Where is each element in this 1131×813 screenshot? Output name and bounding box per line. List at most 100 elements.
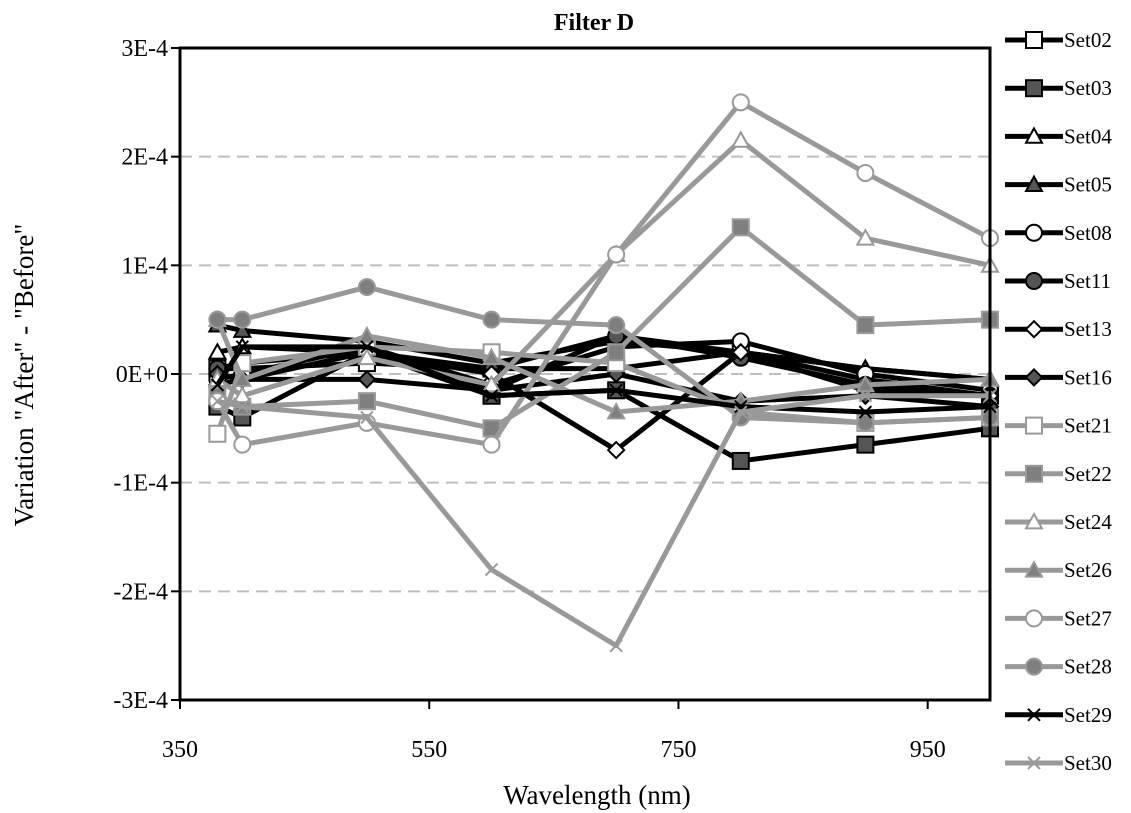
x-tick-label: 550 [411, 737, 447, 763]
data-point [734, 405, 748, 419]
data-point [235, 399, 250, 414]
data-point [609, 638, 623, 653]
series-line [215, 318, 991, 415]
data-point [208, 424, 227, 443]
legend-label: Set22 [1064, 462, 1112, 486]
legend-marker [1025, 657, 1043, 676]
legend-item: Set26 [1005, 558, 1112, 582]
data-point [606, 401, 626, 420]
data-point [856, 163, 875, 182]
data-point [731, 451, 750, 470]
data-point [484, 562, 499, 577]
series-line [216, 224, 991, 431]
data-point [232, 320, 253, 338]
data-point [731, 218, 750, 237]
legend-item: Set22 [1005, 462, 1112, 486]
y-tick-label: -3E-4 [113, 688, 168, 714]
data-point [481, 347, 502, 366]
legend-label: Set13 [1064, 317, 1112, 341]
data-point [357, 392, 376, 411]
data-point [856, 435, 875, 454]
x-axis-title: Wavelength (nm) [503, 780, 691, 810]
legend-label: Set28 [1064, 655, 1112, 679]
legend-item: Set03 [1005, 76, 1112, 100]
legend-marker [1024, 126, 1044, 144]
legend-label: Set27 [1064, 606, 1112, 630]
y-tick-label: -2E-4 [113, 579, 168, 605]
legend-label: Set08 [1064, 221, 1112, 245]
data-point [210, 378, 225, 392]
legend-marker [1024, 560, 1044, 578]
legend-item: Set13 [1005, 317, 1112, 341]
y-tick-label: -1E-4 [113, 471, 168, 497]
legend-marker [1024, 367, 1044, 387]
data-point [482, 435, 501, 454]
data-point [606, 440, 626, 460]
legend: Set02 Set03 Set04 Set05 Set08 Set11 Set13 Set16… [1005, 28, 1112, 775]
legend-item: Set29 [1005, 703, 1112, 727]
data-point [233, 310, 252, 329]
series-line [217, 284, 991, 426]
series-Set28 [208, 278, 999, 432]
data-point [482, 310, 501, 329]
legend-label: Set24 [1064, 510, 1112, 534]
legend-marker [1025, 464, 1043, 483]
legend-label: Set04 [1064, 124, 1112, 148]
y-tick-label: 3E-4 [121, 36, 168, 62]
data-point [858, 405, 873, 419]
y-tick-label: 1E-4 [121, 253, 168, 279]
data-point [484, 389, 499, 403]
data-point [232, 369, 253, 387]
legend-item: Set28 [1005, 655, 1112, 679]
y-tick-label: 2E-4 [121, 145, 168, 171]
legend-label: Set16 [1064, 365, 1112, 389]
data-point [235, 340, 250, 354]
data-point [607, 316, 626, 335]
series-line [216, 349, 991, 453]
data-point [357, 347, 377, 366]
legend-label: Set03 [1064, 76, 1112, 100]
data-point [481, 374, 502, 393]
data-point [856, 413, 875, 432]
data-point [232, 385, 253, 404]
series-Set22 [208, 218, 999, 438]
data-point [856, 316, 875, 335]
x-tick-label: 750 [660, 737, 696, 763]
legend-label: Set21 [1064, 414, 1112, 438]
x-tick-label: 950 [910, 737, 946, 763]
data-point [360, 340, 374, 354]
legend-marker [1024, 511, 1044, 530]
legend-item: Set21 [1005, 414, 1112, 438]
legend-marker [1024, 174, 1044, 192]
series-Set29 [210, 340, 997, 419]
legend-item: Set02 [1005, 28, 1112, 52]
data-point [607, 343, 626, 362]
legend-label: Set29 [1064, 703, 1112, 727]
x-tick-label: 350 [162, 737, 198, 763]
data-point [609, 383, 623, 398]
data-point [357, 370, 377, 389]
legend-marker [1027, 708, 1041, 722]
legend-item: Set24 [1005, 510, 1112, 534]
data-point [360, 410, 374, 425]
legend-item: Set30 [1005, 751, 1112, 775]
legend-item: Set08 [1005, 221, 1112, 245]
series-line [215, 99, 992, 448]
data-point [855, 374, 876, 393]
legend-item: Set27 [1005, 606, 1112, 630]
data-point [731, 93, 750, 112]
series-Set30 [210, 389, 997, 653]
data-point [208, 310, 227, 329]
data-point [357, 278, 376, 297]
data-point [207, 342, 228, 360]
legend-label: Set26 [1064, 558, 1112, 582]
data-point [357, 325, 377, 344]
legend-item: Set11 [1005, 269, 1111, 293]
series-line [216, 393, 990, 649]
legend-item: Set16 [1005, 365, 1112, 389]
legend-label: Set05 [1064, 173, 1112, 197]
data-point [855, 228, 876, 246]
legend-label: Set02 [1064, 28, 1112, 52]
axes: -3E-4 -2E-4 -1E-4 0E+0 1E-4 2E-4 3E-4 350 550 750… [113, 36, 945, 763]
